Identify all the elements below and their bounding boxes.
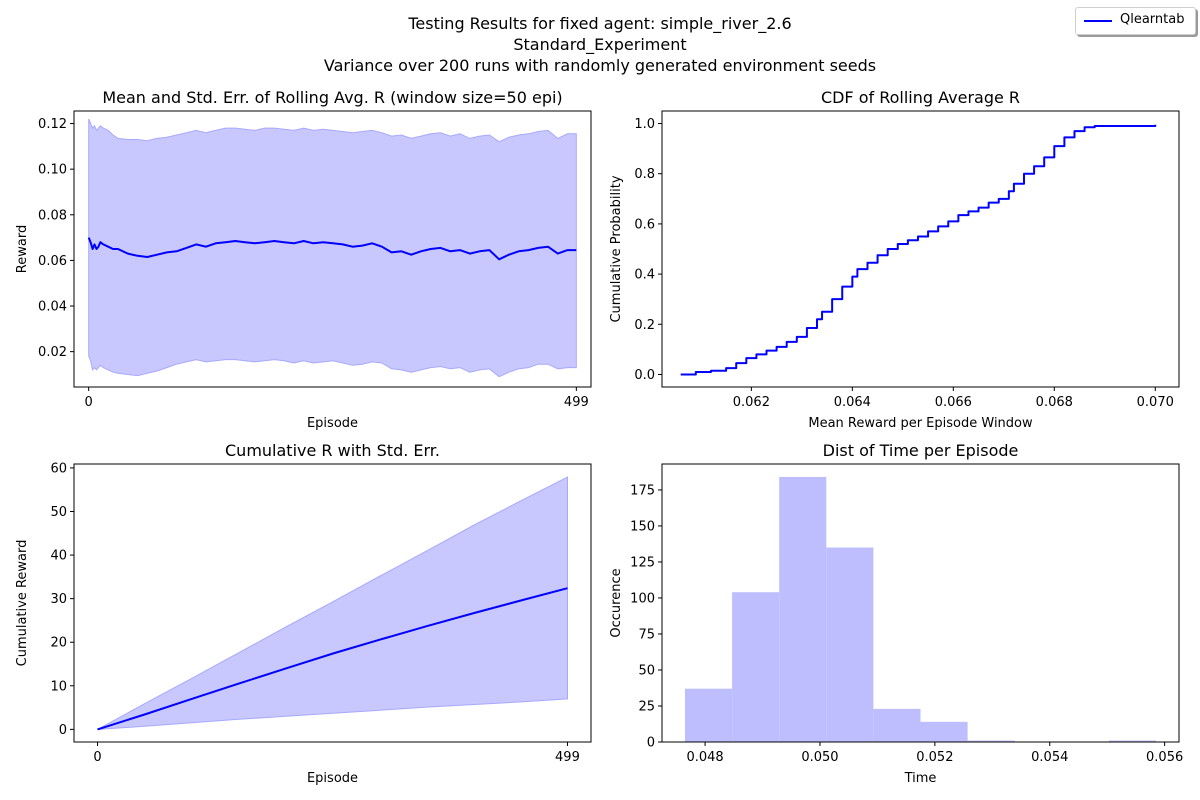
- y-tick-label: 30: [50, 592, 67, 607]
- axes-frame: [73, 463, 592, 743]
- y-tick-label: 0.0: [634, 368, 655, 383]
- y-tick-label: 175: [630, 483, 655, 498]
- x-tick-label: 0.062: [733, 395, 770, 410]
- x-axis-label: Time: [904, 771, 937, 786]
- y-tick-label: 1.0: [634, 117, 655, 132]
- x-tick-label: 499: [555, 750, 580, 765]
- chart-panel-2: 0.062 0.064 0.066 0.068 0.070 0.0 0.2 0.4 0.6 0.8…: [609, 88, 1180, 431]
- y-axis-label: Occurence: [609, 568, 624, 637]
- chart-title: Dist of Time per Episode: [823, 441, 1019, 460]
- y-tick-label: 50: [50, 505, 67, 520]
- y-tick-label: 0.06: [38, 254, 67, 269]
- y-axis-label: Cumulative Reward: [15, 540, 30, 667]
- y-tick-label: 50: [638, 663, 655, 678]
- legend-label-qlearntab: Qlearntab: [1120, 12, 1185, 27]
- y-tick-label: 0.12: [38, 117, 67, 132]
- x-tick-label: 0: [93, 750, 101, 765]
- chart-title: Mean and Std. Err. of Rolling Avg. R (wi…: [102, 88, 562, 107]
- x-tick-label: 0.066: [935, 395, 972, 410]
- x-tick-label: 0.054: [1031, 750, 1068, 765]
- suptitle-line-2: Standard_Experiment: [513, 35, 687, 54]
- series-line: [680, 124, 1157, 376]
- series-line: [87, 237, 577, 261]
- histogram-bar: [779, 476, 827, 742]
- chart-panel-4: 0.048 0.050 0.052 0.054 0.056 0 25 50 75 100 125 15…: [609, 441, 1183, 786]
- suptitle-line-3: Variance over 200 runs with randomly gen…: [323, 56, 877, 75]
- axes-frame: [73, 110, 592, 388]
- histogram-bar: [1108, 740, 1157, 742]
- x-tick-label: 0.048: [686, 750, 723, 765]
- std-err-band: [88, 118, 577, 378]
- y-tick-label: 100: [630, 591, 655, 606]
- y-tick-label: 25: [638, 699, 655, 714]
- y-tick-label: 0.02: [38, 345, 67, 360]
- chart-title: Cumulative R with Std. Err.: [225, 441, 440, 460]
- x-tick-label: 499: [564, 395, 589, 410]
- suptitle-line-1: Testing Results for fixed agent: simple_…: [408, 14, 792, 33]
- y-tick-label: 60: [50, 461, 67, 476]
- axes-frame: [661, 463, 1180, 743]
- y-axis-label: Cumulative Probability: [609, 175, 624, 322]
- chart-title: CDF of Rolling Average R: [821, 88, 1020, 107]
- y-tick-label: 150: [630, 519, 655, 534]
- histogram-bar: [684, 688, 733, 742]
- std-err-band: [97, 476, 568, 730]
- y-tick-label: 0.4: [634, 268, 655, 283]
- histogram-bar: [873, 708, 921, 742]
- x-tick-label: 0.068: [1036, 395, 1073, 410]
- chart-panel-3: 0 499 0 10 20 30 40 50 60 Cumulative R with Std. …: [15, 441, 592, 786]
- y-tick-label: 0.04: [38, 300, 67, 315]
- y-tick-label: 0.2: [634, 318, 655, 333]
- y-tick-label: 40: [50, 549, 67, 564]
- series-line: [97, 587, 568, 731]
- histogram-bar: [732, 592, 780, 742]
- x-tick-label: 0.070: [1137, 395, 1174, 410]
- histogram-bar: [967, 740, 1015, 742]
- legend-swatch-qlearntab: [1084, 20, 1112, 22]
- y-tick-label: 75: [638, 627, 655, 642]
- y-tick-label: 0.10: [38, 163, 67, 178]
- legend: Qlearntab: [1075, 7, 1196, 35]
- y-tick-label: 0.6: [634, 217, 655, 232]
- y-tick-label: 125: [630, 555, 655, 570]
- chart-panel-1: 0 499 0.02 0.04 0.06 0.08 0.10 0.12 Mean and Std…: [15, 88, 592, 431]
- figure-suptitle: Testing Results for fixed agent: simple_…: [0, 13, 1200, 76]
- y-tick-label: 10: [50, 679, 67, 694]
- y-tick-label: 0.8: [634, 167, 655, 182]
- y-tick-label: 0: [59, 723, 67, 738]
- x-tick-label: 0.050: [801, 750, 838, 765]
- x-tick-label: 0.052: [916, 750, 953, 765]
- x-axis-label: Episode: [307, 771, 358, 786]
- y-axis-label: Reward: [15, 225, 30, 273]
- y-tick-label: 0: [647, 736, 655, 751]
- y-tick-label: 0.08: [38, 208, 67, 223]
- x-tick-label: 0.056: [1146, 750, 1183, 765]
- x-axis-label: Episode: [307, 416, 358, 431]
- y-tick-label: 20: [50, 636, 67, 651]
- x-axis-label: Mean Reward per Episode Window: [808, 416, 1033, 431]
- x-tick-label: 0.064: [834, 395, 871, 410]
- x-tick-label: 0: [85, 395, 93, 410]
- histogram-bar: [826, 547, 874, 742]
- histogram-bar: [920, 721, 968, 742]
- axes-frame: [661, 110, 1180, 388]
